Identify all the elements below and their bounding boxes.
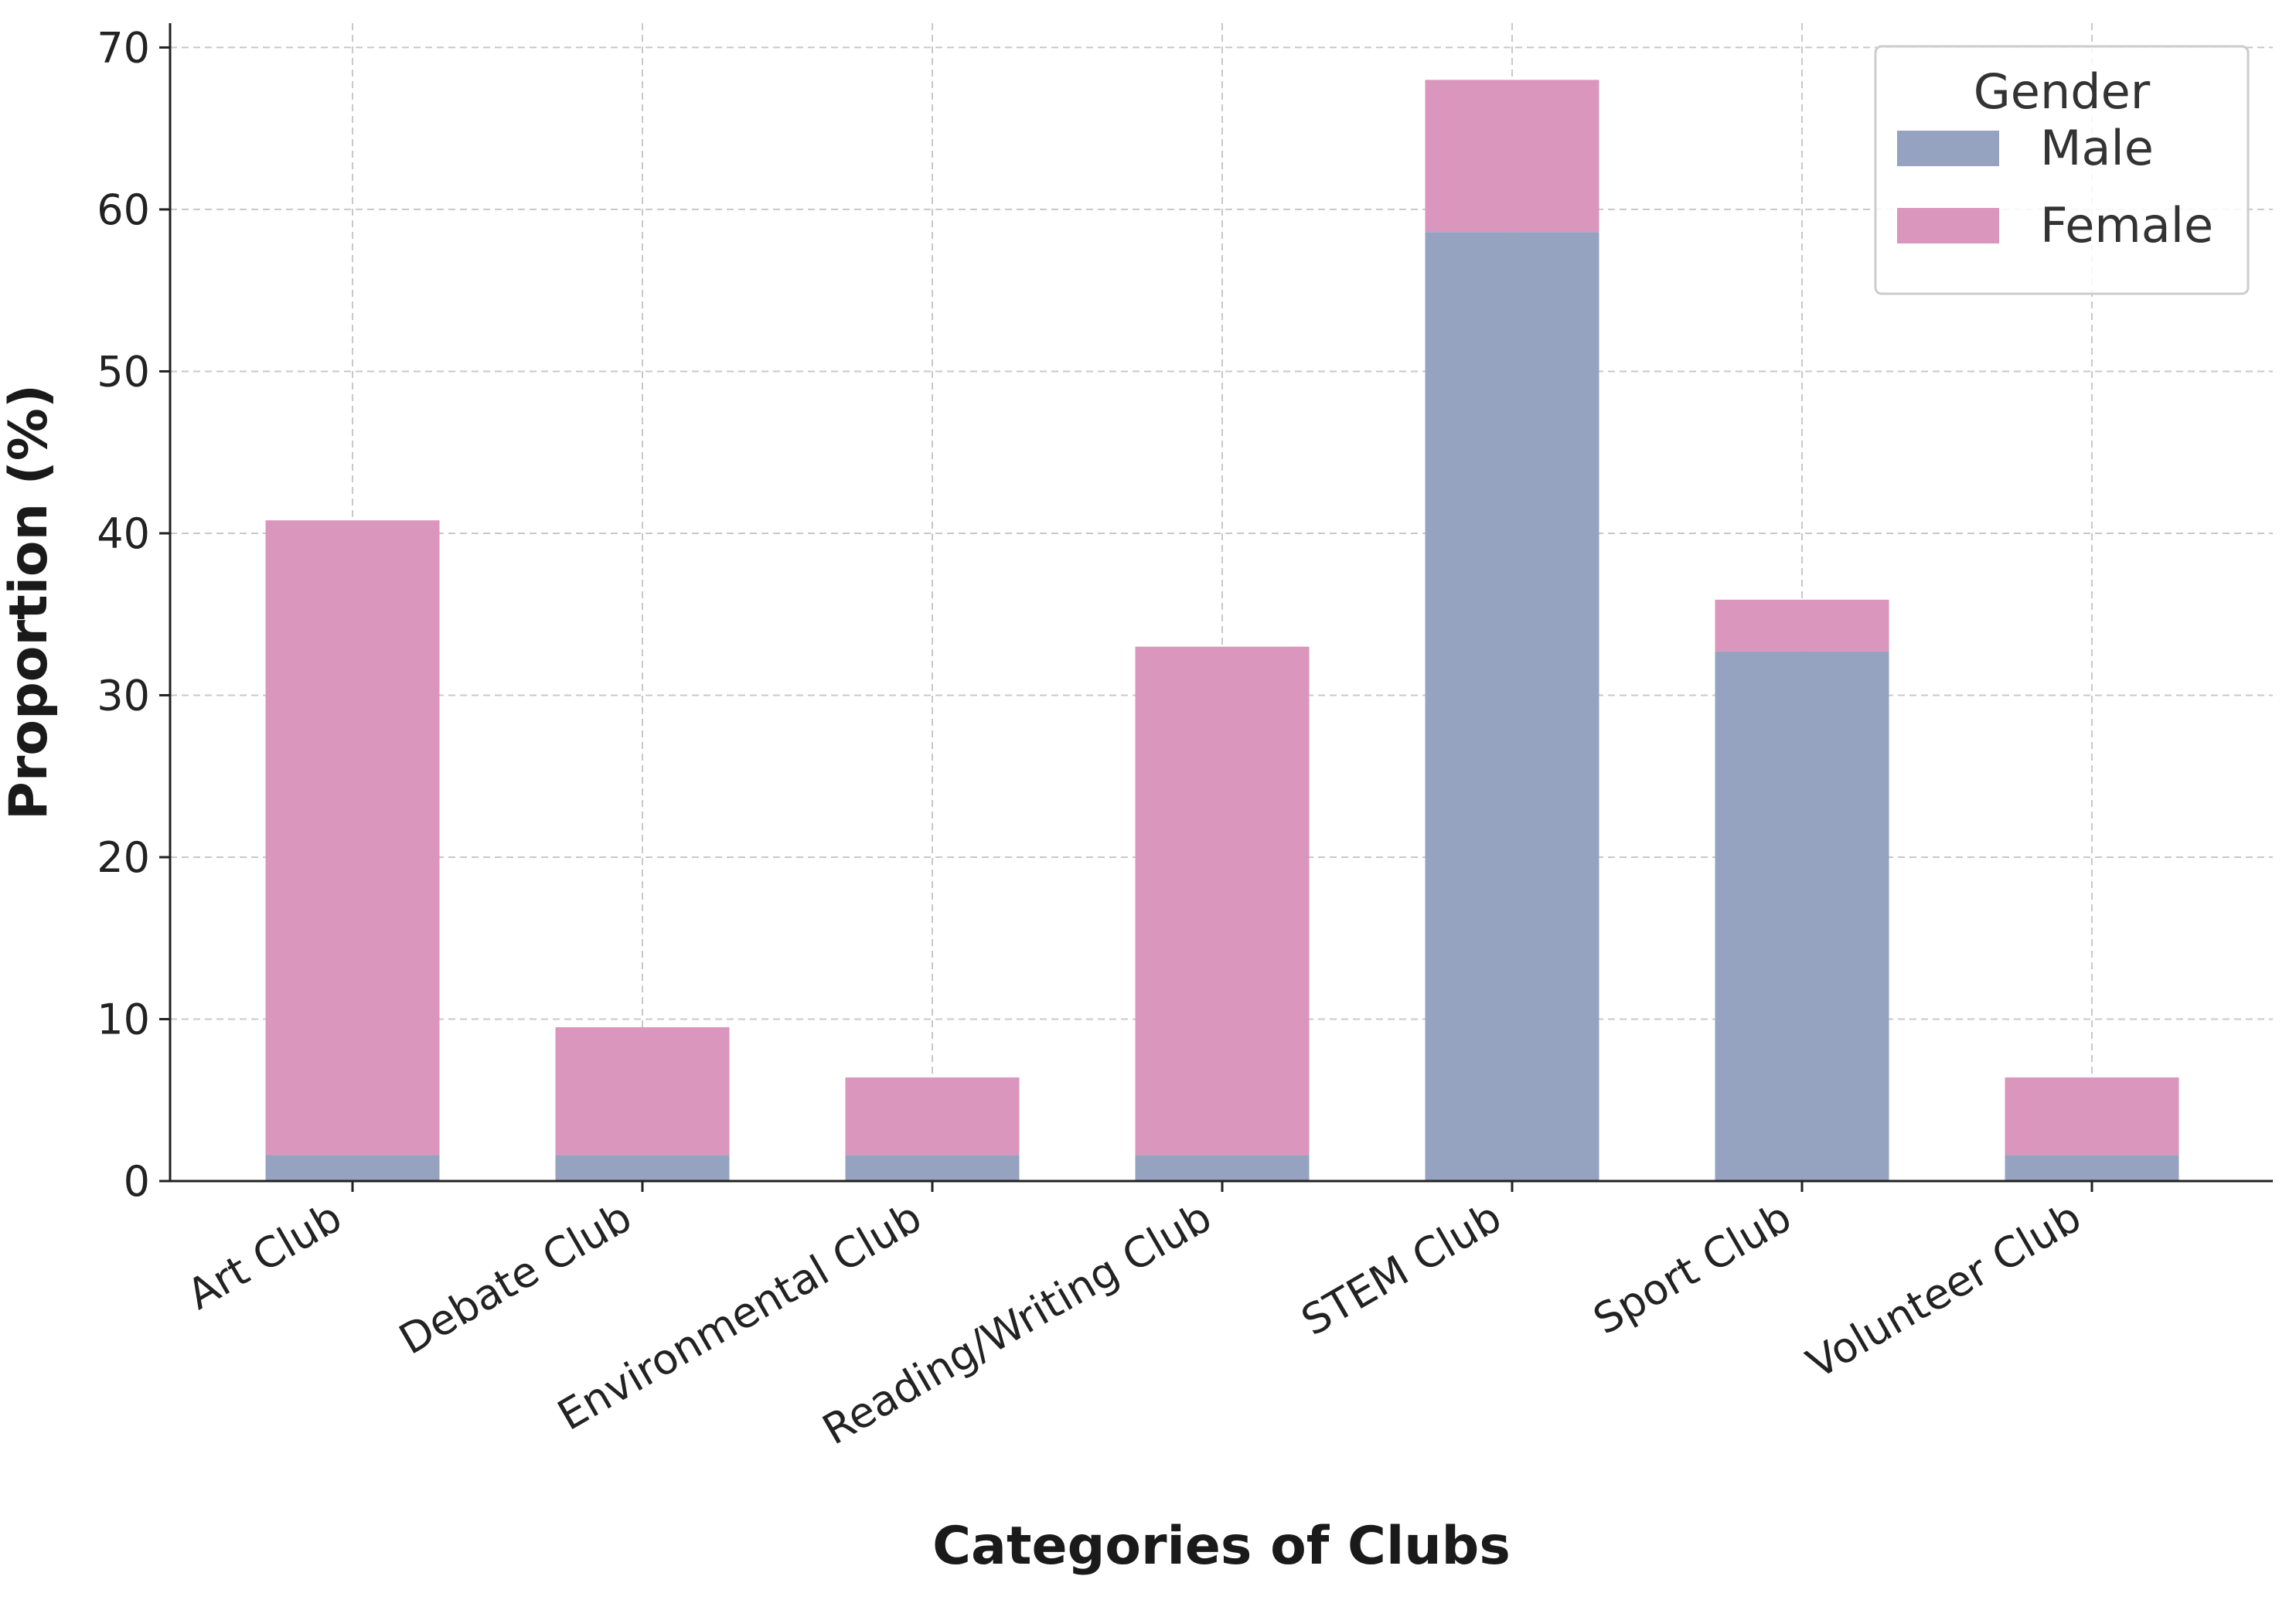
bar-female-environmental-club — [845, 1077, 1020, 1156]
legend-swatch-female — [1897, 208, 1999, 243]
legend-label-female: Female — [2040, 197, 2213, 254]
bars — [265, 80, 2179, 1181]
bar-male-art-club — [265, 1155, 440, 1181]
y-tick-label: 30 — [97, 671, 150, 720]
bar-female-reading-writing-club — [1135, 646, 1310, 1156]
bar-male-stem-club — [1425, 232, 1599, 1181]
y-tick-label: 60 — [97, 186, 150, 234]
bar-male-environmental-club — [845, 1155, 1020, 1181]
x-tick-label: Art Club — [179, 1193, 350, 1319]
bar-male-sport-club — [1715, 651, 1889, 1181]
legend-swatch-male — [1897, 131, 1999, 166]
bar-male-reading-writing-club — [1135, 1155, 1310, 1181]
y-tick-label: 50 — [97, 347, 150, 396]
y-tick-label: 10 — [97, 995, 150, 1043]
legend-entries: Male Female — [1897, 120, 2213, 254]
x-axis-title: Categories of Clubs — [932, 1516, 1511, 1577]
legend-title: Gender — [1974, 63, 2151, 120]
x-tick-label: STEM Club — [1293, 1193, 1509, 1346]
y-ticks: 0 10 20 30 40 50 60 70 — [97, 23, 170, 1206]
bar-female-art-club — [265, 520, 440, 1156]
y-axis-title: Proportion (%) — [0, 384, 60, 820]
bar-male-volunteer-club — [2005, 1155, 2179, 1181]
bar-female-stem-club — [1425, 80, 1599, 233]
y-tick-label: 20 — [97, 833, 150, 882]
x-tick-label: Volunteer Club — [1799, 1193, 2090, 1388]
legend: Gender Male Female — [1874, 45, 2250, 295]
legend-label-male: Male — [2040, 120, 2154, 176]
y-tick-label: 0 — [124, 1157, 150, 1206]
bar-female-volunteer-club — [2005, 1077, 2179, 1156]
bar-male-debate-club — [555, 1155, 730, 1181]
bar-female-sport-club — [1715, 599, 1889, 652]
x-tick-label: Sport Club — [1586, 1193, 1800, 1344]
x-tick-label: Debate Club — [391, 1193, 640, 1364]
y-tick-label: 40 — [97, 509, 150, 558]
bar-female-debate-club — [555, 1026, 730, 1156]
y-tick-label: 70 — [97, 23, 150, 72]
